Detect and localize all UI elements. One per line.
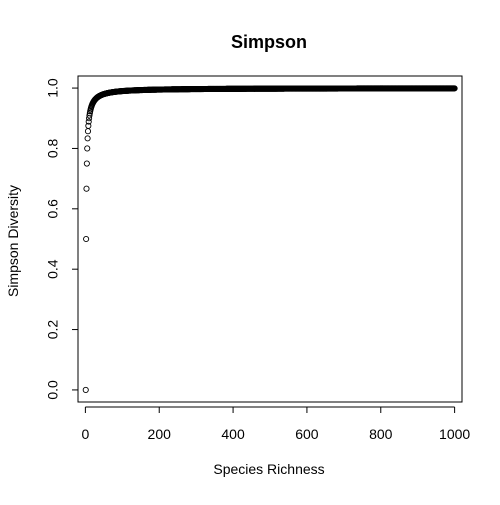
- y-tick-label: 0.4: [45, 259, 61, 279]
- data-point: [83, 235, 90, 243]
- data-point: [85, 118, 92, 125]
- x-tick-label: 400: [221, 426, 245, 442]
- data-point: [83, 160, 90, 167]
- data-point: [84, 145, 91, 152]
- y-tick-label: 0.2: [45, 320, 61, 340]
- x-tick-label: 800: [369, 426, 393, 442]
- data-point: [85, 122, 92, 129]
- data-point: [84, 128, 92, 135]
- chart-title: Simpson: [231, 32, 307, 52]
- data-point: [84, 135, 91, 142]
- y-tick-label: 1.0: [45, 78, 61, 98]
- y-tick-label: 0.8: [45, 139, 61, 159]
- plot-area-border: [77, 75, 463, 403]
- y-axis: 0.0 0.2 0.4 0.6 0.8 1.0: [45, 78, 79, 400]
- x-axis-label: Species Richness: [213, 461, 324, 477]
- data-point: [83, 185, 90, 192]
- data-point: [82, 386, 89, 393]
- data-point: [451, 85, 458, 92]
- y-tick-label: 0.0: [45, 380, 61, 400]
- x-axis: 0 200 400 600 800 1000: [81, 406, 470, 442]
- data-point: [86, 112, 93, 119]
- x-tick-label: 200: [148, 426, 172, 442]
- x-tick-label: 1000: [439, 426, 470, 442]
- y-tick-label: 0.6: [45, 199, 61, 219]
- data-points: [82, 85, 458, 393]
- x-tick-label: 600: [295, 426, 319, 442]
- x-tick-label: 0: [81, 426, 89, 442]
- y-axis-label: Simpson Diversity: [5, 185, 21, 297]
